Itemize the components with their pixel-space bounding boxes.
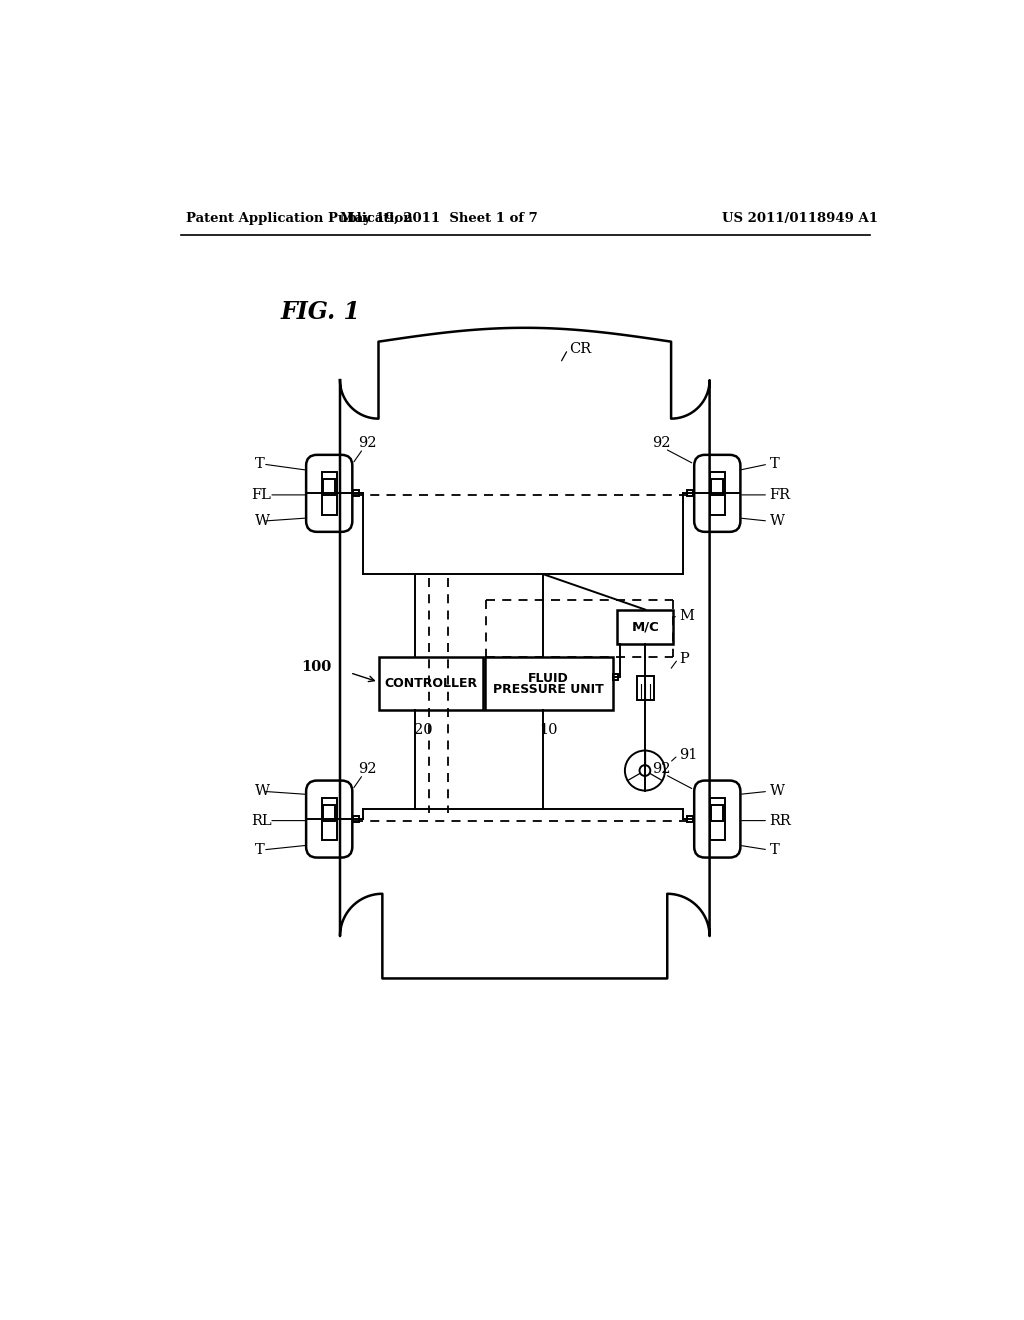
Bar xyxy=(353,816,359,822)
Text: CONTROLLER: CONTROLLER xyxy=(384,677,477,690)
Bar xyxy=(484,657,612,710)
Bar xyxy=(710,473,725,515)
Bar xyxy=(710,797,725,841)
Bar xyxy=(322,473,337,515)
Text: PRESSURE UNIT: PRESSURE UNIT xyxy=(494,684,604,696)
Text: M: M xyxy=(680,609,694,623)
Text: M/C: M/C xyxy=(632,620,659,634)
Text: T: T xyxy=(770,457,779,471)
Bar xyxy=(711,805,724,821)
Text: T: T xyxy=(255,843,265,857)
Text: T: T xyxy=(255,457,265,471)
Bar xyxy=(617,610,674,644)
Text: Patent Application Publication: Patent Application Publication xyxy=(186,213,413,224)
Text: 92: 92 xyxy=(652,437,671,450)
Text: 100: 100 xyxy=(301,660,332,673)
Text: 92: 92 xyxy=(652,762,671,776)
Text: 92: 92 xyxy=(358,762,377,776)
Bar xyxy=(687,816,693,822)
Text: FL: FL xyxy=(252,488,271,502)
Text: W: W xyxy=(255,784,270,799)
Text: 20: 20 xyxy=(414,723,432,737)
Bar xyxy=(353,490,359,496)
Text: W: W xyxy=(770,784,784,799)
Bar xyxy=(711,479,724,495)
Text: RR: RR xyxy=(770,813,792,828)
Text: W: W xyxy=(255,513,270,528)
Text: CR: CR xyxy=(569,342,592,356)
Text: 91: 91 xyxy=(680,748,698,762)
Bar xyxy=(379,657,483,710)
Text: T: T xyxy=(770,843,779,857)
Bar xyxy=(323,805,336,821)
Bar xyxy=(612,675,617,681)
Text: P: P xyxy=(680,652,689,665)
Text: W: W xyxy=(770,513,784,528)
Bar xyxy=(637,676,653,701)
Text: FIG. 1: FIG. 1 xyxy=(281,301,360,325)
Text: FR: FR xyxy=(770,488,791,502)
Bar xyxy=(322,797,337,841)
Text: FLUID: FLUID xyxy=(528,672,569,685)
Text: May 19, 2011  Sheet 1 of 7: May 19, 2011 Sheet 1 of 7 xyxy=(340,213,538,224)
Text: RL: RL xyxy=(252,813,272,828)
Bar xyxy=(323,479,336,495)
Text: US 2011/0118949 A1: US 2011/0118949 A1 xyxy=(723,213,879,224)
Text: 92: 92 xyxy=(358,437,377,450)
Text: 10: 10 xyxy=(540,723,558,737)
Bar xyxy=(687,490,693,496)
